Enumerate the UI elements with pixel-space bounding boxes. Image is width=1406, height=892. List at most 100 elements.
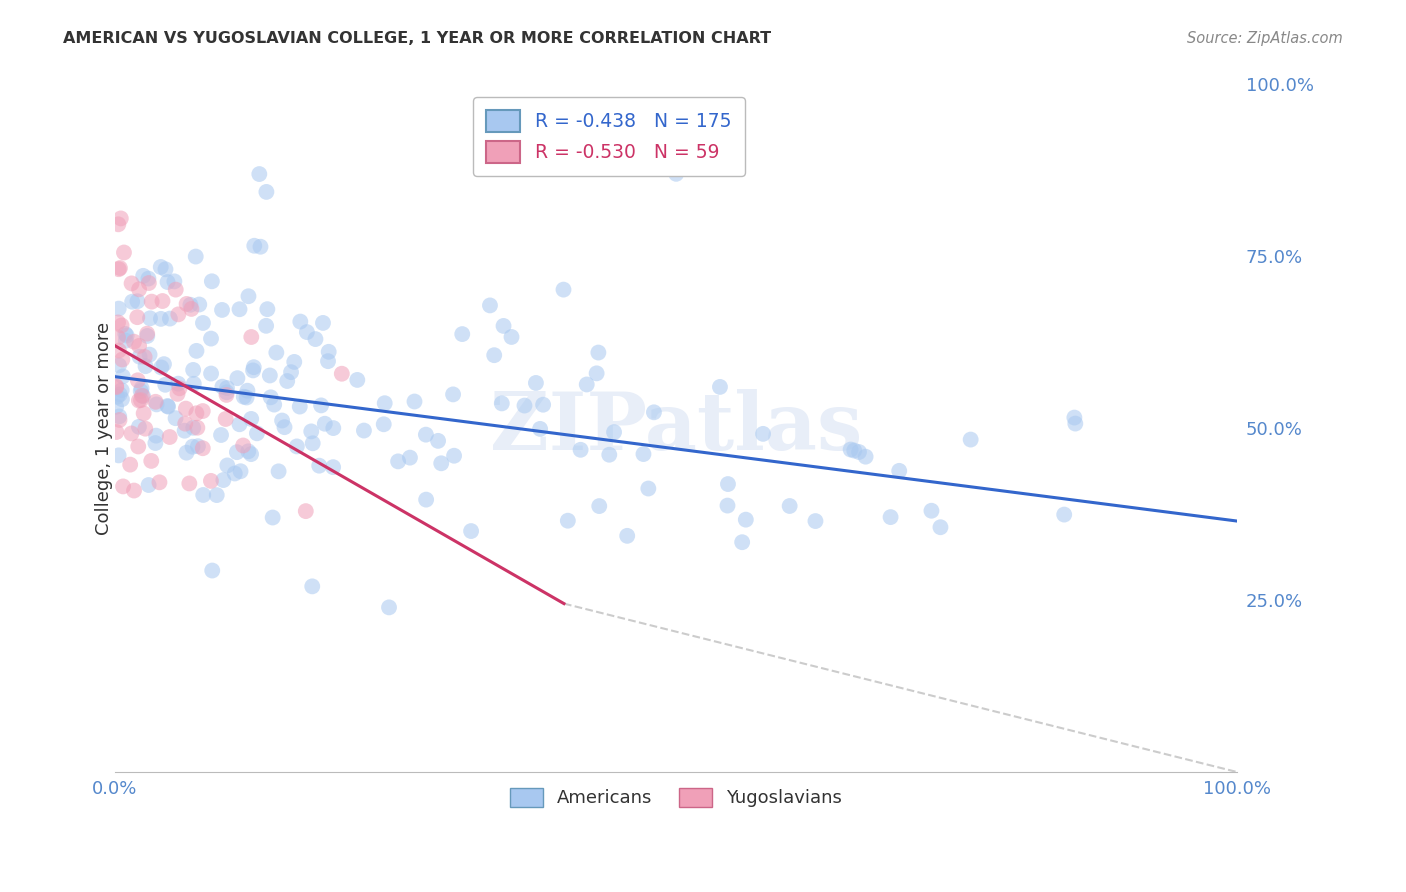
Point — [105, 425, 128, 439]
Point — [215, 412, 238, 426]
Point — [283, 355, 305, 369]
Point — [557, 514, 579, 528]
Point — [243, 239, 266, 253]
Point — [174, 401, 197, 416]
Point — [415, 427, 437, 442]
Point — [173, 424, 195, 438]
Point — [152, 293, 174, 308]
Point — [107, 449, 129, 463]
Point — [105, 380, 128, 394]
Text: AMERICAN VS YUGOSLAVIAN COLLEGE, 1 YEAR OR MORE CORRELATION CHART: AMERICAN VS YUGOSLAVIAN COLLEGE, 1 YEAR … — [63, 31, 772, 46]
Point — [441, 387, 464, 401]
Point — [240, 330, 263, 344]
Point — [114, 326, 136, 341]
Point — [242, 360, 264, 375]
Point — [1064, 417, 1087, 431]
Point — [228, 302, 250, 317]
Point — [501, 330, 523, 344]
Point — [145, 394, 167, 409]
Point — [553, 283, 575, 297]
Point — [484, 348, 506, 362]
Point — [131, 381, 153, 395]
Point — [205, 488, 228, 502]
Point — [848, 445, 870, 459]
Point — [263, 398, 285, 412]
Point — [156, 399, 179, 413]
Point — [353, 424, 375, 438]
Point — [478, 298, 501, 312]
Legend: Americans, Yugoslavians: Americans, Yugoslavians — [503, 780, 849, 814]
Point — [186, 421, 208, 435]
Point — [128, 350, 150, 364]
Point — [271, 413, 294, 427]
Point — [127, 294, 149, 309]
Point — [531, 398, 554, 412]
Point — [299, 425, 322, 439]
Point — [128, 339, 150, 353]
Point — [145, 436, 167, 450]
Point — [134, 422, 156, 436]
Point — [108, 260, 131, 275]
Point — [156, 275, 179, 289]
Point — [138, 276, 160, 290]
Point — [121, 294, 143, 309]
Point — [346, 373, 368, 387]
Point — [290, 315, 312, 329]
Point — [191, 316, 214, 330]
Point — [138, 478, 160, 492]
Point — [322, 421, 344, 435]
Y-axis label: College, 1 year or more: College, 1 year or more — [96, 322, 112, 535]
Point — [643, 405, 665, 419]
Point — [135, 359, 157, 373]
Point — [165, 283, 187, 297]
Point — [492, 318, 515, 333]
Point — [387, 454, 409, 468]
Point — [415, 492, 437, 507]
Point — [399, 450, 422, 465]
Point — [232, 390, 254, 404]
Point — [259, 368, 281, 383]
Point — [242, 363, 264, 377]
Point — [238, 289, 260, 303]
Point — [201, 564, 224, 578]
Point — [240, 412, 263, 426]
Point — [232, 438, 254, 452]
Point — [122, 483, 145, 498]
Point — [180, 301, 202, 316]
Point — [247, 167, 270, 181]
Point — [115, 328, 138, 343]
Point — [443, 449, 465, 463]
Point — [513, 399, 536, 413]
Point — [637, 482, 659, 496]
Point — [717, 477, 740, 491]
Point — [804, 514, 827, 528]
Point — [105, 390, 128, 404]
Point — [752, 426, 775, 441]
Point — [132, 389, 155, 403]
Point — [211, 380, 233, 394]
Point — [209, 428, 232, 442]
Point — [585, 367, 607, 381]
Point — [373, 417, 395, 432]
Point — [1063, 410, 1085, 425]
Point — [105, 400, 128, 414]
Point — [235, 391, 257, 405]
Point — [110, 318, 132, 333]
Point — [108, 343, 131, 358]
Point — [1053, 508, 1076, 522]
Point — [129, 393, 152, 408]
Point — [136, 329, 159, 343]
Point — [224, 467, 246, 481]
Point — [316, 354, 339, 368]
Point — [295, 325, 318, 339]
Point — [314, 417, 336, 431]
Point — [266, 345, 288, 359]
Point — [181, 363, 204, 377]
Point — [288, 400, 311, 414]
Point — [107, 315, 129, 329]
Point — [588, 345, 610, 359]
Point — [181, 421, 204, 435]
Point — [138, 271, 160, 285]
Point — [149, 260, 172, 274]
Point — [176, 297, 198, 311]
